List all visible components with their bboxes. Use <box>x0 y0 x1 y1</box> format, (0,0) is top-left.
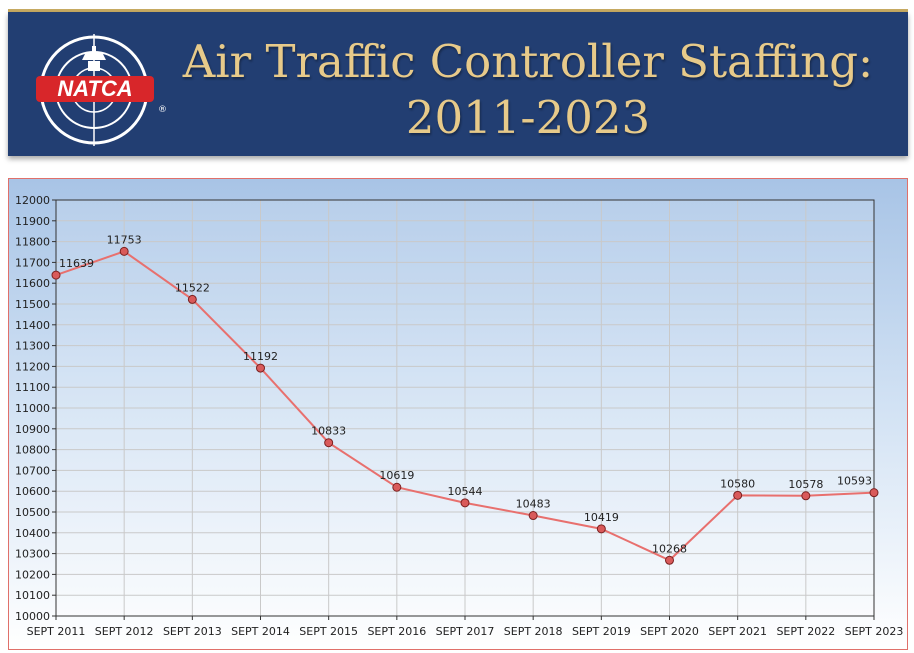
natca-logo: NATCA ® <box>36 34 166 146</box>
x-tick-label: SEPT 2023 <box>845 625 904 638</box>
x-tick-label: SEPT 2022 <box>776 625 835 638</box>
data-point <box>324 438 334 448</box>
data-point <box>460 498 470 508</box>
data-point <box>869 488 879 498</box>
y-tick-label: 11100 <box>15 381 50 394</box>
data-point <box>801 491 811 501</box>
data-point <box>119 246 129 256</box>
y-tick-label: 10700 <box>15 464 50 477</box>
data-point <box>665 555 674 565</box>
x-tick-label: SEPT 2013 <box>163 625 222 638</box>
y-tick-label: 10100 <box>15 589 50 602</box>
title-line-2: 2011-2023 <box>405 91 651 144</box>
logo-wordmark: NATCA <box>57 76 132 101</box>
y-tick-label: 11900 <box>15 215 50 228</box>
x-tick-label: SEPT 2014 <box>231 625 290 638</box>
x-tick-label: SEPT 2019 <box>572 625 631 638</box>
title-line-1: Air Traffic Controller Staffing: <box>182 35 874 88</box>
data-point <box>51 270 61 280</box>
data-point <box>596 524 606 534</box>
y-tick-label: 11800 <box>15 236 50 249</box>
y-tick-label: 11000 <box>15 402 50 415</box>
data-label: 11192 <box>243 350 278 363</box>
x-tick-label: SEPT 2011 <box>27 625 86 638</box>
x-tick-label: SEPT 2021 <box>708 625 767 638</box>
y-tick-label: 11300 <box>15 340 50 353</box>
data-label: 10268 <box>652 542 687 555</box>
y-tick-label: 10900 <box>15 423 50 436</box>
x-tick-label: SEPT 2017 <box>436 625 495 638</box>
data-label: 10544 <box>448 485 483 498</box>
plot-border <box>55 199 875 617</box>
data-label: 10580 <box>720 477 755 490</box>
y-tick-label: 10600 <box>15 485 50 498</box>
data-label: 11753 <box>107 233 142 246</box>
y-tick-label: 10500 <box>15 506 50 519</box>
data-label: 10833 <box>311 425 346 438</box>
x-tick-label: SEPT 2020 <box>640 625 699 638</box>
y-tick-label: 10000 <box>15 610 50 623</box>
data-point <box>256 363 265 373</box>
data-label: 10593 <box>837 475 872 488</box>
data-point <box>528 511 538 521</box>
y-tick-label: 10400 <box>15 527 50 540</box>
y-tick-label: 12000 <box>15 194 50 207</box>
x-tick-label: SEPT 2012 <box>95 625 154 638</box>
chart-panel: 10000 10100 10200 10300 10400 10500 10600 10700… <box>8 178 908 650</box>
data-point <box>392 482 402 492</box>
y-tick-label: 11500 <box>15 298 50 311</box>
data-label: 11639 <box>59 257 94 270</box>
y-tick-label: 11400 <box>15 319 50 332</box>
data-label: 10419 <box>584 511 619 524</box>
y-tick-label: 10300 <box>15 548 50 561</box>
data-point <box>733 490 743 500</box>
header-banner: NATCA ® Air Traffic Controller Staffing:… <box>8 12 908 156</box>
data-point <box>187 294 197 304</box>
data-label: 10578 <box>788 478 823 491</box>
data-label: 10619 <box>379 469 414 482</box>
top-accent-line <box>8 9 908 12</box>
control-tower-icon <box>82 46 106 71</box>
y-tick-label: 11600 <box>15 277 50 290</box>
data-label: 10483 <box>516 498 551 511</box>
x-tick-label: SEPT 2016 <box>367 625 426 638</box>
x-tick-label: SEPT 2015 <box>299 625 358 638</box>
page-title: Air Traffic Controller Staffing: 2011-20… <box>158 34 898 146</box>
y-tick-label: 11200 <box>15 360 50 373</box>
x-tick-label: SEPT 2018 <box>504 625 563 638</box>
y-tick-label: 11700 <box>15 256 50 269</box>
registered-mark: ® <box>158 105 166 115</box>
data-label: 11522 <box>175 281 210 294</box>
y-tick-label: 10800 <box>15 444 50 457</box>
y-tick-label: 10200 <box>15 568 50 581</box>
staffing-line-chart: 10000 10100 10200 10300 10400 10500 10600 10700… <box>15 194 904 638</box>
